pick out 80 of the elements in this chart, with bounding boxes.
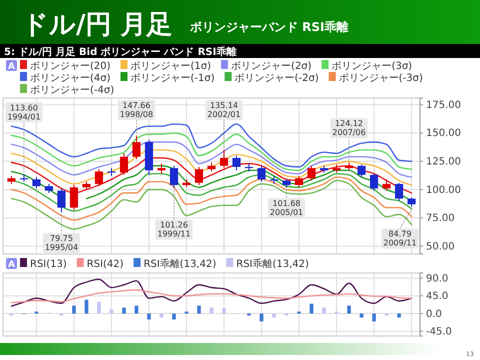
- bar: [97, 302, 101, 314]
- bar: [134, 306, 138, 314]
- line-series: [10, 141, 412, 178]
- candlestick: [170, 165, 178, 189]
- bar: [260, 314, 264, 322]
- line-series: [10, 278, 412, 307]
- bar: [160, 314, 164, 318]
- panel-toggle-button: A: [6, 258, 17, 270]
- candlestick: [232, 155, 241, 171]
- bar: [210, 308, 214, 314]
- candlestick: [132, 135, 141, 160]
- legend-label: RSI(42): [86, 259, 124, 270]
- bar: [84, 300, 88, 314]
- legend-label: ボリンジャー(1σ): [130, 61, 212, 72]
- line-series: [10, 180, 412, 230]
- candlestick: [220, 149, 228, 169]
- annotation: 79.75 1995/04: [44, 234, 78, 252]
- line-series: [10, 289, 412, 304]
- candlestick: [57, 188, 66, 213]
- y-tick-label: -45.0: [426, 326, 452, 338]
- annotation: 101.68 2005/01: [270, 199, 304, 218]
- chart-title: ドル/円 月足: [22, 10, 173, 40]
- y-tick-label: 0.0: [426, 308, 442, 320]
- candlestick: [257, 165, 266, 182]
- bar: [322, 308, 326, 314]
- bar: [222, 308, 226, 314]
- candlestick: [120, 152, 128, 176]
- annotation: 101.26 1999/11: [157, 220, 191, 239]
- legend-label: ボリンジャー(-2σ): [234, 73, 319, 84]
- legend-label: ボリンジャー(4σ): [30, 73, 111, 84]
- legend-label: ボリンジャー(3σ): [332, 61, 412, 72]
- annotation: 147.66 1998/08: [120, 101, 154, 119]
- candlestick: [407, 196, 416, 208]
- candlestick: [32, 176, 41, 189]
- bar: [397, 314, 401, 318]
- candlestick: [70, 184, 78, 210]
- y-tick-label: 175.00: [426, 100, 461, 111]
- y-tick-label: 90.0: [426, 273, 448, 284]
- legend-label: ボリンジャー(2σ): [231, 61, 312, 72]
- candlestick: [44, 183, 54, 194]
- bar: [197, 306, 201, 314]
- candlestick: [370, 173, 378, 192]
- bar: [310, 304, 314, 314]
- bar: [372, 314, 376, 322]
- bar: [172, 314, 176, 320]
- text: 5: ドル/円 月足 Bid ボリンジャー バンド RSI乖離: [4, 46, 236, 58]
- bar: [147, 314, 151, 320]
- legend-label: RSI乖離(13,42): [236, 258, 310, 270]
- legend-label: RSI(13): [30, 259, 67, 270]
- chart-subtitle: ボリンジャーバンド RSI乖離: [189, 20, 349, 34]
- legend-label: ボリンジャー(-1σ): [130, 73, 215, 84]
- candlestick: [157, 163, 166, 174]
- candlestick: [307, 165, 316, 182]
- legend-label: ボリンジャー(-4σ): [30, 85, 114, 96]
- bar: [122, 308, 126, 314]
- panel-toggle-button: A: [6, 60, 17, 72]
- annotation: 113.60 1994/01: [7, 103, 41, 122]
- y-tick-label: 125.00: [426, 156, 461, 168]
- candlestick: [382, 178, 391, 192]
- annotation: 124.12 2007/06: [332, 119, 366, 138]
- y-tick-label: 100.00: [426, 184, 461, 196]
- legend-label: RSI乖離(13,42): [144, 258, 216, 270]
- candlestick: [294, 176, 304, 188]
- candlestick: [394, 182, 404, 202]
- y-tick-label: 45.0: [426, 291, 448, 302]
- legend-label: ボリンジャー(20): [30, 61, 111, 72]
- bar: [272, 314, 276, 318]
- y-tick-label: 75.00: [426, 213, 455, 224]
- bar: [347, 306, 351, 314]
- annotation: 135.14 2002/01: [207, 101, 241, 119]
- annotation: 84.79 2009/11: [383, 230, 417, 248]
- y-tick-label: 150.00: [426, 128, 461, 140]
- legend-label: ボリンジャー(-3σ): [338, 73, 423, 84]
- bar: [110, 310, 114, 314]
- candlestick: [357, 164, 366, 178]
- y-tick-label: 50.00: [426, 241, 455, 252]
- candlestick: [194, 166, 204, 186]
- candlestick: [94, 168, 104, 187]
- bar: [72, 306, 76, 314]
- bar: [360, 314, 364, 318]
